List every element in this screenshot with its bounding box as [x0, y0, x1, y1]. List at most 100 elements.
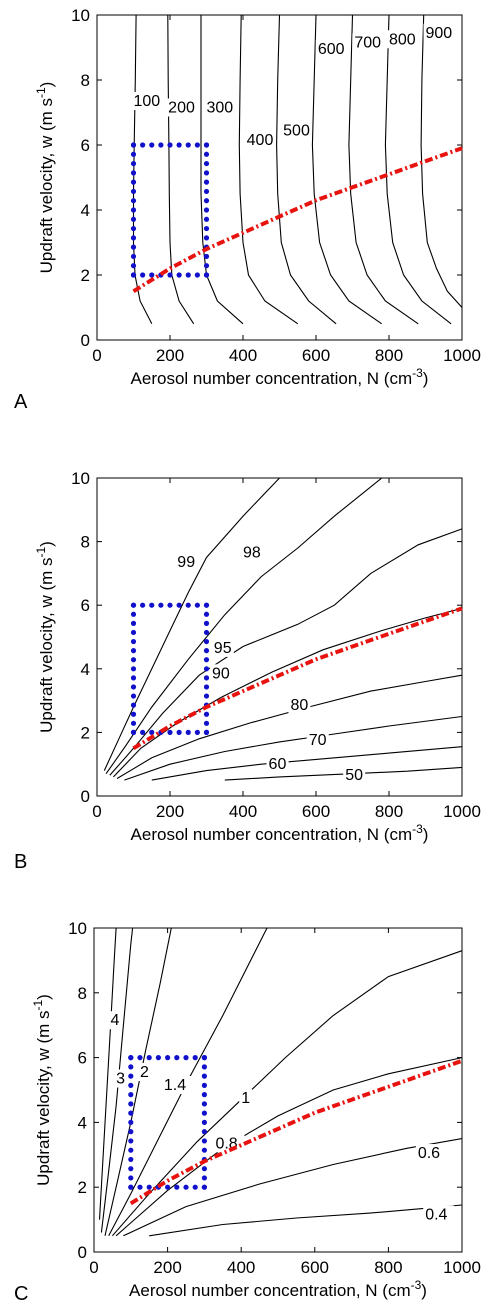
contour-line-1.4	[108, 927, 268, 1237]
contour-line-4	[98, 927, 117, 1220]
contour-label-bg	[315, 40, 347, 58]
box-dot	[167, 142, 173, 148]
contour-label: 600	[318, 41, 345, 58]
contour-label: 300	[207, 100, 234, 117]
box-dot	[128, 1175, 134, 1181]
box-dot	[130, 235, 137, 241]
contour-label-bg	[288, 696, 311, 715]
contour-label: 500	[283, 122, 310, 139]
box-dot	[140, 602, 146, 608]
contour-line-0.4	[149, 1204, 463, 1237]
box-dot	[185, 729, 191, 736]
y-tick-label: 2	[78, 1178, 87, 1197]
box-dot	[130, 142, 137, 148]
contour-label-bg	[108, 1011, 122, 1030]
contour-label: 90	[212, 665, 230, 682]
chart-panel-a: 0 200 400 600 800 1000 0 2 4 6 8 10 Aerosol number c…	[14, 6, 481, 413]
contour-label-bg	[343, 766, 366, 785]
x-axis-title: Aerosol number concentration, N (cm-3)	[131, 822, 429, 844]
panel-letter: A	[14, 391, 28, 413]
contour-label: 1	[241, 1090, 250, 1107]
contour-label-bg	[423, 23, 455, 42]
box-dot	[155, 1055, 161, 1061]
contour-label: 70	[309, 732, 327, 749]
box-dot	[130, 244, 137, 250]
box-dot	[203, 253, 210, 260]
panel-letter: B	[14, 851, 27, 873]
contour-label: 400	[247, 132, 274, 149]
y-tick-label: 10	[68, 919, 87, 938]
contour-label: 98	[243, 545, 261, 562]
box-dot	[149, 142, 155, 148]
box-dot	[203, 602, 210, 608]
contour-label-bg	[266, 754, 289, 773]
box-dot	[130, 684, 137, 690]
box-dot	[130, 729, 137, 736]
y-axis-title: Updraft velocity, w (m s-1)	[34, 82, 56, 274]
x-axis-title: Aerosol number concentration, N (cm-3)	[131, 366, 429, 388]
box-dot	[201, 1184, 207, 1190]
contour-label: 2	[140, 1064, 149, 1081]
y-tick-label: 0	[81, 331, 90, 350]
x-tick-label: 0	[92, 802, 101, 821]
x-tick-label: 1000	[443, 802, 481, 821]
plot-frame	[96, 477, 463, 797]
y-tick-label: 2	[81, 266, 90, 285]
box-dot	[167, 272, 173, 278]
box-dot	[128, 1129, 134, 1135]
box-dot	[194, 142, 200, 148]
box-dot	[185, 602, 191, 608]
contour-label: 0.6	[418, 1145, 440, 1162]
box-dot	[176, 729, 182, 736]
box-dot	[128, 1092, 134, 1098]
box-dot	[203, 160, 210, 167]
box-dot	[165, 1055, 171, 1061]
box-dot	[194, 272, 200, 278]
y-tick-label: 8	[81, 533, 90, 552]
box-dot	[203, 711, 210, 717]
y-tick-label: 4	[81, 201, 90, 220]
box-dot	[130, 602, 137, 608]
box-dot	[201, 1138, 207, 1144]
contour-label-bg	[239, 1088, 253, 1107]
box-dot	[146, 1055, 152, 1061]
y-tick-label: 6	[78, 1049, 87, 1068]
box-dot	[203, 179, 210, 185]
contour-label-bg	[244, 131, 276, 149]
box-dot	[128, 1101, 134, 1107]
contour-line-600	[311, 14, 383, 325]
contour-line-2	[104, 927, 172, 1236]
box-dot	[203, 629, 210, 636]
y-axis-title: Updraft velocity, w (m s-1)	[34, 541, 56, 733]
box-dot	[201, 1055, 207, 1061]
box-dot	[203, 648, 210, 654]
box-dot	[128, 1156, 134, 1163]
box-dot	[176, 272, 182, 278]
contour-line-500	[276, 14, 337, 325]
box-dot	[176, 602, 182, 608]
contour-label-bg	[138, 1063, 151, 1082]
x-tick-label: 800	[375, 346, 403, 365]
box-dot	[149, 602, 155, 608]
x-tick-label: 0	[92, 346, 101, 365]
contour-label-bg	[175, 553, 198, 572]
box-dot	[137, 1184, 143, 1190]
box-dot	[130, 198, 137, 204]
box-dot	[128, 1110, 134, 1116]
contour-label-bg	[211, 638, 234, 657]
contour-line-300	[200, 15, 244, 325]
y-tick-label: 6	[81, 596, 90, 615]
box-dot	[130, 272, 137, 278]
box-dot	[165, 1184, 171, 1190]
contour-label-bg	[131, 92, 163, 110]
box-dot	[146, 1184, 152, 1190]
x-tick-label: 600	[302, 802, 330, 821]
box-dot	[192, 1184, 198, 1190]
box-dot	[203, 188, 210, 195]
contour-label-bg	[209, 664, 232, 683]
contour-label-bg	[166, 98, 198, 117]
box-dot	[130, 207, 137, 213]
x-tick-label: 400	[229, 346, 257, 365]
box-dot	[194, 602, 200, 608]
box-dot	[130, 216, 137, 222]
